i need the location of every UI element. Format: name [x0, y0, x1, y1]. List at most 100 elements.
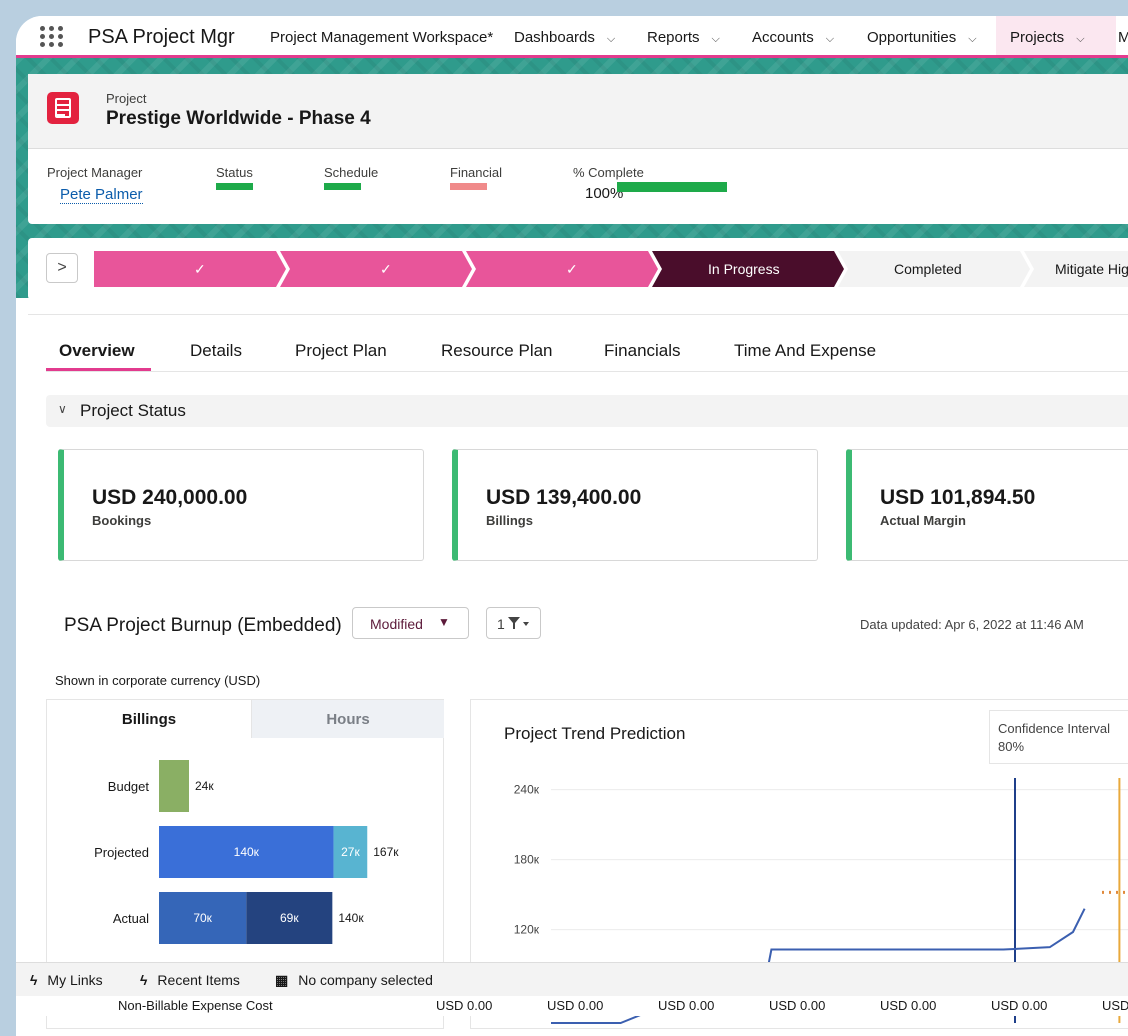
tab-overview[interactable]: Overview: [59, 341, 135, 360]
nav-item-label: Opportunities: [867, 29, 957, 46]
view-dropdown[interactable]: Modified ▼: [352, 607, 469, 639]
app-launcher-icon[interactable]: [40, 26, 66, 48]
lightning-icon: ϟ: [30, 972, 38, 988]
utility-label: Recent Items: [157, 972, 240, 988]
y-tick-label: 240к: [514, 783, 540, 797]
confidence-interval-title: Confidence Interval: [998, 721, 1111, 736]
billings-bar-chart: Budget 24к Projected 140к 27к 167к Actual 70к 69…: [94, 760, 399, 944]
nav-item-accounts[interactable]: Accounts ⌵: [752, 29, 834, 46]
chevron-down-icon[interactable]: ⌵: [1076, 33, 1085, 45]
kpi-card-billings: USD 139,400.00 Billings: [452, 449, 818, 561]
project-manager-label: Project Manager: [47, 165, 143, 180]
tab-details[interactable]: Details: [190, 341, 242, 360]
nav-item-label: Dashboards: [514, 29, 595, 46]
percent-complete-track: [617, 182, 727, 192]
currency-note: Shown in corporate currency (USD): [55, 673, 261, 688]
utility-bar: ϟ My Links ϟ Recent Items ▦ No company sele…: [16, 962, 1128, 997]
dashboard-title: PSA Project Burnup (Embedded): [64, 615, 342, 636]
nav-item-reports[interactable]: Reports ⌵: [647, 29, 720, 46]
object-label: Project: [106, 91, 147, 106]
row-value: USD 0.00: [991, 998, 1048, 1013]
bar-total-label: 140к: [338, 911, 364, 925]
status-indicator: [216, 183, 253, 190]
kpi-card-actual-margin: USD 101,894.50 Actual Margin: [846, 449, 1128, 561]
path-step-4[interactable]: [652, 251, 844, 287]
chevron-down-icon[interactable]: ⌵: [606, 33, 616, 45]
building-icon: ▦: [275, 972, 289, 988]
nav-item-label: Project Management Workspace*: [270, 29, 494, 46]
record-header: Project Prestige Worldwide - Phase 4 Pro…: [28, 74, 1128, 224]
nav-item-more[interactable]: M: [1118, 29, 1128, 46]
y-tick-label: 120к: [514, 923, 540, 937]
chevron-right-icon: >: [57, 259, 67, 276]
nav-item-opportunities[interactable]: Opportunities ⌵: [867, 29, 977, 46]
path-step-2[interactable]: [280, 251, 472, 287]
nav-item-projects[interactable]: Projects ⌵: [1010, 29, 1085, 46]
nav-item-label: Reports: [647, 29, 700, 46]
lightning-icon: ϟ: [140, 972, 148, 988]
billings-chart-panel: Billings Hours Budget 24к Projected 140к 27к…: [46, 699, 444, 1029]
chevron-down-icon[interactable]: ⌵: [968, 33, 977, 45]
percent-complete-fill: [617, 182, 727, 192]
tab-resource-plan[interactable]: Resource Plan: [441, 341, 553, 360]
top-navigation: PSA Project Mgr Project Management Works…: [16, 16, 1128, 58]
path-step-5[interactable]: [838, 251, 1030, 287]
confidence-interval-legend: Confidence Interval 80%: [989, 710, 1128, 764]
category-label: Actual: [113, 911, 149, 926]
kpi-value: USD 240,000.00: [92, 486, 248, 509]
path-toggle-button[interactable]: >: [46, 253, 78, 283]
chart-tab-billings[interactable]: Billings: [47, 700, 251, 738]
record-title: Prestige Worldwide - Phase 4: [106, 108, 371, 129]
confidence-interval-value: 80%: [998, 739, 1025, 754]
bar-value-label: 27к: [341, 845, 360, 859]
main-content: Overview Details Project Plan Resource P…: [28, 314, 1128, 1035]
nav-item-dashboards[interactable]: Dashboards ⌵: [514, 29, 615, 46]
bar-segment[interactable]: [159, 892, 247, 944]
financial-indicator: [450, 183, 487, 190]
nav-active-highlight: [996, 16, 1116, 55]
percent-complete-label: % Complete: [573, 165, 644, 180]
bar-value-label: 70к: [193, 911, 212, 925]
path-step-3[interactable]: [466, 251, 658, 287]
category-label: Projected: [94, 845, 149, 860]
schedule-label: Schedule: [324, 165, 379, 180]
utility-company-selector[interactable]: ▦ No company selected: [275, 972, 433, 989]
record-header-top: Project Prestige Worldwide - Phase 4: [28, 74, 1128, 149]
kpi-card-bookings: USD 240,000.00 Bookings: [58, 449, 424, 561]
chart-tab-hours[interactable]: Hours: [251, 700, 444, 738]
utility-recent-items[interactable]: ϟ Recent Items: [140, 972, 240, 988]
path-step-6[interactable]: [1024, 251, 1128, 287]
bar-segment[interactable]: [333, 826, 368, 878]
chevron-down-icon[interactable]: ⌵: [825, 33, 835, 45]
caret-down-icon: ▼: [438, 615, 450, 629]
bar-segment[interactable]: [159, 826, 334, 878]
path-steps: [94, 251, 1128, 287]
filter-icon: [508, 617, 529, 629]
nav-item-project-management-workspace[interactable]: Project Management Workspace*: [270, 29, 493, 46]
y-tick-label: 180к: [514, 853, 540, 867]
bar-total-label: 24к: [195, 779, 214, 793]
project-status-section-header[interactable]: ∨ Project Status: [46, 395, 1128, 427]
tab-financials[interactable]: Financials: [604, 341, 681, 360]
tab-time-and-expense[interactable]: Time And Expense: [734, 341, 877, 360]
kpi-label: Bookings: [92, 513, 152, 528]
bar-total-label: 167к: [373, 845, 399, 859]
project-manager-link[interactable]: Pete Palmer: [60, 186, 143, 204]
nav-item-label: Accounts: [752, 29, 814, 46]
kpi-value: USD 139,400.00: [486, 486, 642, 509]
trend-chart-title: Project Trend Prediction: [504, 724, 686, 743]
bar-segment[interactable]: [159, 760, 189, 812]
kpi-value: USD 101,894.50: [880, 486, 1036, 509]
path-step-1[interactable]: [94, 251, 286, 287]
filter-button[interactable]: 1: [486, 607, 541, 639]
app-frame: PSA Project Mgr Project Management Works…: [16, 16, 1128, 1036]
path-step-label: Completed: [894, 261, 962, 277]
chevron-down-icon: ∨: [58, 402, 67, 416]
bar-value-label: 140к: [234, 845, 260, 859]
utility-my-links[interactable]: ϟ My Links: [30, 972, 103, 988]
bar-segment[interactable]: [246, 892, 333, 944]
chevron-down-icon[interactable]: ⌵: [711, 33, 720, 45]
row-value: USD 0.00: [658, 998, 715, 1013]
row-value: USD: [1102, 998, 1128, 1013]
tab-project-plan[interactable]: Project Plan: [295, 341, 387, 360]
